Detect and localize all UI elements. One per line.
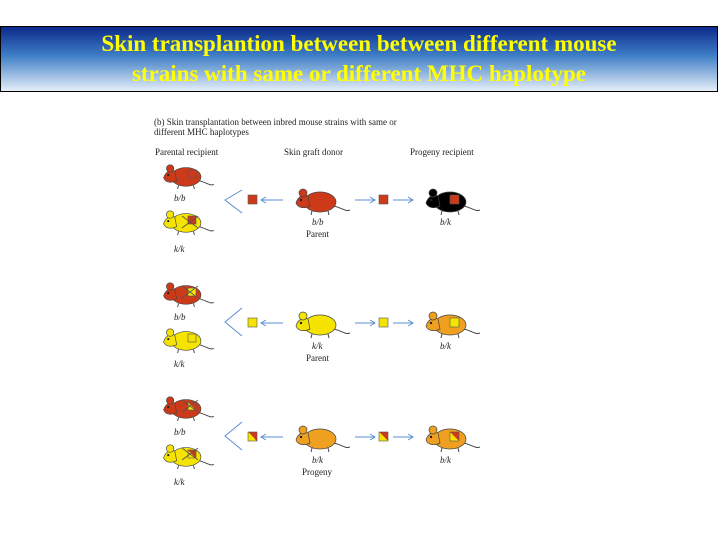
donor-genotype: b/k [312, 455, 324, 465]
rejection-mark-icon [181, 285, 199, 299]
graft-square-icon [378, 431, 389, 442]
rejected-graft-icon [187, 401, 197, 411]
split-arrow-icon [224, 189, 243, 214]
progeny-genotype: b/k [440, 217, 452, 227]
accepted-graft-icon [187, 333, 197, 343]
accepted-graft-icon [449, 317, 460, 328]
donor-mouse-icon [295, 425, 350, 453]
title-line-2: strains with same or different MHC haplo… [131, 61, 586, 86]
column-header-parental: Parental recipient [155, 147, 219, 157]
recipient-top-genotype: b/b [174, 312, 186, 322]
donor-genotype: k/k [312, 341, 323, 351]
donor-mouse-icon [295, 311, 350, 339]
title-line-1: Skin transplantion between between diffe… [101, 31, 617, 56]
recipient-top-genotype: b/b [174, 427, 186, 437]
progeny-genotype: b/k [440, 341, 452, 351]
graft-square-icon [247, 431, 258, 442]
recipient-bottom-genotype: k/k [174, 359, 185, 369]
accepted-graft-icon [187, 169, 197, 179]
rejection-mark-icon [181, 447, 199, 461]
caption-line-2: different MHC haplotypes [154, 127, 249, 137]
accepted-graft-icon [449, 431, 460, 442]
row-2: b/b k/k k/k Parent b/k [163, 282, 480, 369]
column-header-progeny: Progeny recipient [410, 147, 474, 157]
graft-square-icon [378, 194, 389, 205]
recipient-bottom-genotype: k/k [174, 244, 185, 254]
donor-role: Parent [306, 353, 329, 363]
donor-mouse-icon [295, 188, 350, 216]
donor-genotype: b/b [312, 217, 324, 227]
column-header-donor: Skin graft donor [284, 147, 343, 157]
graft-square-icon [378, 317, 389, 328]
progeny-genotype: b/k [440, 455, 452, 465]
graft-square-icon [247, 317, 258, 328]
graft-square-icon [247, 194, 258, 205]
donor-role: Parent [306, 229, 329, 239]
split-arrow-icon [224, 421, 243, 451]
recipient-bottom-genotype: k/k [174, 477, 185, 487]
split-arrow-icon [224, 307, 243, 337]
rejected-graft-icon [187, 287, 197, 297]
row-1: b/b k/k b/b Parent b/k [163, 164, 480, 254]
rejection-mark-icon [181, 215, 199, 229]
rejection-mark-icon [181, 399, 199, 413]
rejected-graft-icon [187, 449, 197, 459]
accepted-graft-icon [449, 194, 460, 205]
recipient-top-genotype: b/b [174, 193, 186, 203]
donor-role: Progeny [302, 467, 332, 477]
slide-title: Skin transplantion between between diffe… [0, 26, 718, 92]
row-3: b/b k/k b/k Progeny b/k [163, 396, 480, 487]
caption-line-1: (b) Skin transplantation between inbred … [154, 117, 397, 127]
